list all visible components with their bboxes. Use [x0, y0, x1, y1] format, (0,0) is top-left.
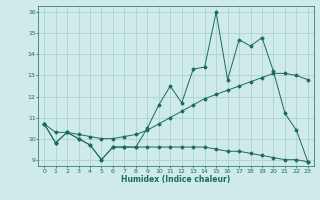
X-axis label: Humidex (Indice chaleur): Humidex (Indice chaleur) — [121, 175, 231, 184]
